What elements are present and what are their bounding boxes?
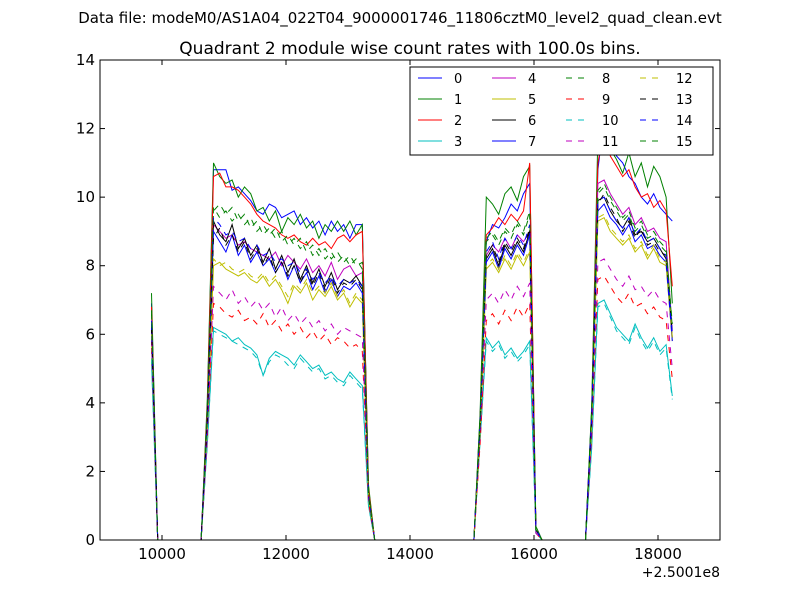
series-line-2 (151, 128, 673, 540)
legend-label-11: 11 (602, 135, 619, 150)
legend-label-1: 1 (454, 93, 462, 108)
series-line-5 (151, 217, 673, 540)
series-line-6 (151, 196, 673, 540)
y-tick-label: 14 (76, 51, 95, 69)
y-tick-label: 2 (85, 462, 95, 480)
series-line-9 (151, 275, 673, 540)
chart-title: Quadrant 2 module wise count rates with … (179, 39, 640, 59)
legend-label-4: 4 (528, 72, 536, 87)
legend-label-15: 15 (676, 135, 693, 150)
legend-label-2: 2 (454, 114, 462, 129)
y-tick-label: 4 (85, 394, 95, 412)
series-line-1 (151, 120, 673, 540)
series-line-7 (151, 203, 673, 540)
legend-label-7: 7 (528, 135, 536, 150)
legend-label-6: 6 (528, 114, 536, 129)
legend-label-3: 3 (454, 135, 462, 150)
legend-label-14: 14 (676, 114, 693, 129)
legend-label-10: 10 (602, 114, 619, 129)
series-line-3 (151, 299, 673, 540)
series-line-11 (151, 258, 673, 540)
series-layer (151, 118, 673, 540)
x-tick-label: 18000 (634, 545, 682, 563)
legend-label-12: 12 (676, 72, 693, 87)
x-offset-label: +2.5001e8 (642, 565, 720, 581)
x-tick-label: 16000 (510, 545, 558, 563)
suptitle: Data file: modeM0/AS1A04_022T04_90000017… (78, 9, 722, 28)
legend-label-8: 8 (602, 72, 610, 87)
legend-box (409, 66, 714, 156)
legend-label-0: 0 (454, 72, 462, 87)
x-tick-label: 14000 (386, 545, 434, 563)
legend-label-9: 9 (602, 93, 610, 108)
y-tick-label: 8 (85, 257, 95, 275)
series-line-15 (151, 182, 673, 540)
series-line-0 (151, 118, 673, 540)
y-tick-label: 0 (85, 531, 95, 549)
y-tick-label: 6 (85, 325, 95, 343)
x-tick-label: 10000 (138, 545, 186, 563)
legend-label-5: 5 (528, 93, 536, 108)
y-tick-label: 10 (76, 188, 95, 206)
legend-label-13: 13 (676, 93, 693, 108)
y-tick-label: 12 (76, 120, 95, 138)
x-tick-label: 12000 (262, 545, 310, 563)
series-line-4 (151, 179, 673, 540)
